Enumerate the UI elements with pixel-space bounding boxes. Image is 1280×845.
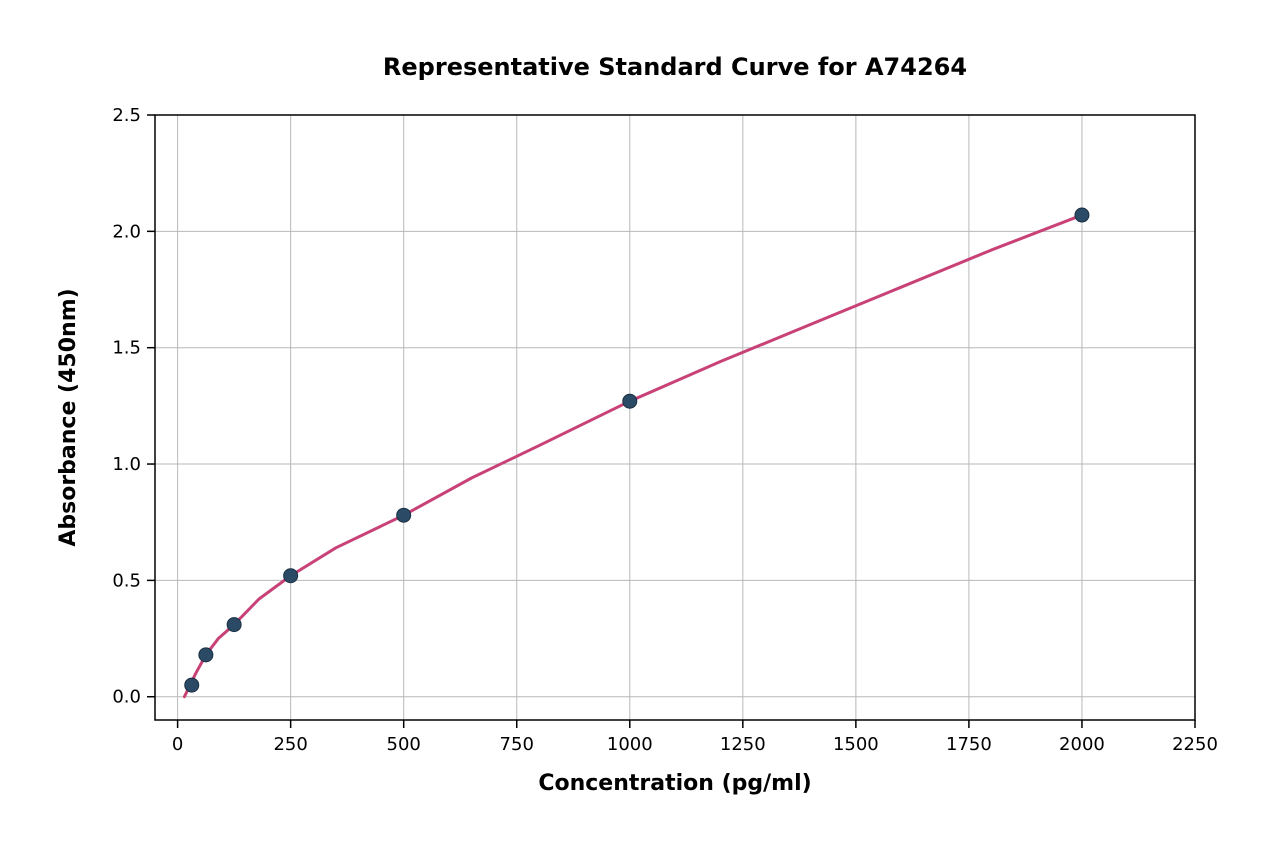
data-point-marker bbox=[1075, 208, 1089, 222]
x-tick-label: 1000 bbox=[607, 734, 653, 755]
x-tick-label: 1250 bbox=[720, 734, 766, 755]
y-tick-label: 2.0 bbox=[112, 221, 141, 242]
y-axis-label: Absorbance (450nm) bbox=[56, 288, 81, 546]
data-point-marker bbox=[623, 394, 637, 408]
data-point-marker bbox=[397, 508, 411, 522]
data-point-marker bbox=[185, 678, 199, 692]
chart-title: Representative Standard Curve for A74264 bbox=[383, 53, 967, 81]
standard-curve-chart: 0 250 500 750 1000 1250 1500 1750 2000 2250 0.0 0.5… bbox=[0, 0, 1280, 845]
plot-area bbox=[155, 115, 1195, 720]
x-tick-label: 1750 bbox=[946, 734, 992, 755]
x-tick-label: 2000 bbox=[1059, 734, 1105, 755]
y-tick-label: 1.5 bbox=[112, 338, 141, 359]
x-tick-label: 750 bbox=[500, 734, 534, 755]
data-point-marker bbox=[199, 648, 213, 662]
y-tick-label: 2.5 bbox=[112, 105, 141, 126]
x-tick-label: 250 bbox=[273, 734, 307, 755]
y-tick-label: 1.0 bbox=[112, 454, 141, 475]
data-point-marker bbox=[284, 569, 298, 583]
x-tick-label: 1500 bbox=[833, 734, 879, 755]
chart-container: 0 250 500 750 1000 1250 1500 1750 2000 2250 0.0 0.5… bbox=[0, 0, 1280, 845]
y-tick-label: 0.0 bbox=[112, 687, 141, 708]
x-tick-label: 2250 bbox=[1172, 734, 1218, 755]
y-tick-label: 0.5 bbox=[112, 570, 141, 591]
data-point-marker bbox=[227, 618, 241, 632]
x-tick-label: 500 bbox=[387, 734, 421, 755]
x-axis-label: Concentration (pg/ml) bbox=[538, 771, 811, 796]
x-tick-label: 0 bbox=[172, 734, 183, 755]
